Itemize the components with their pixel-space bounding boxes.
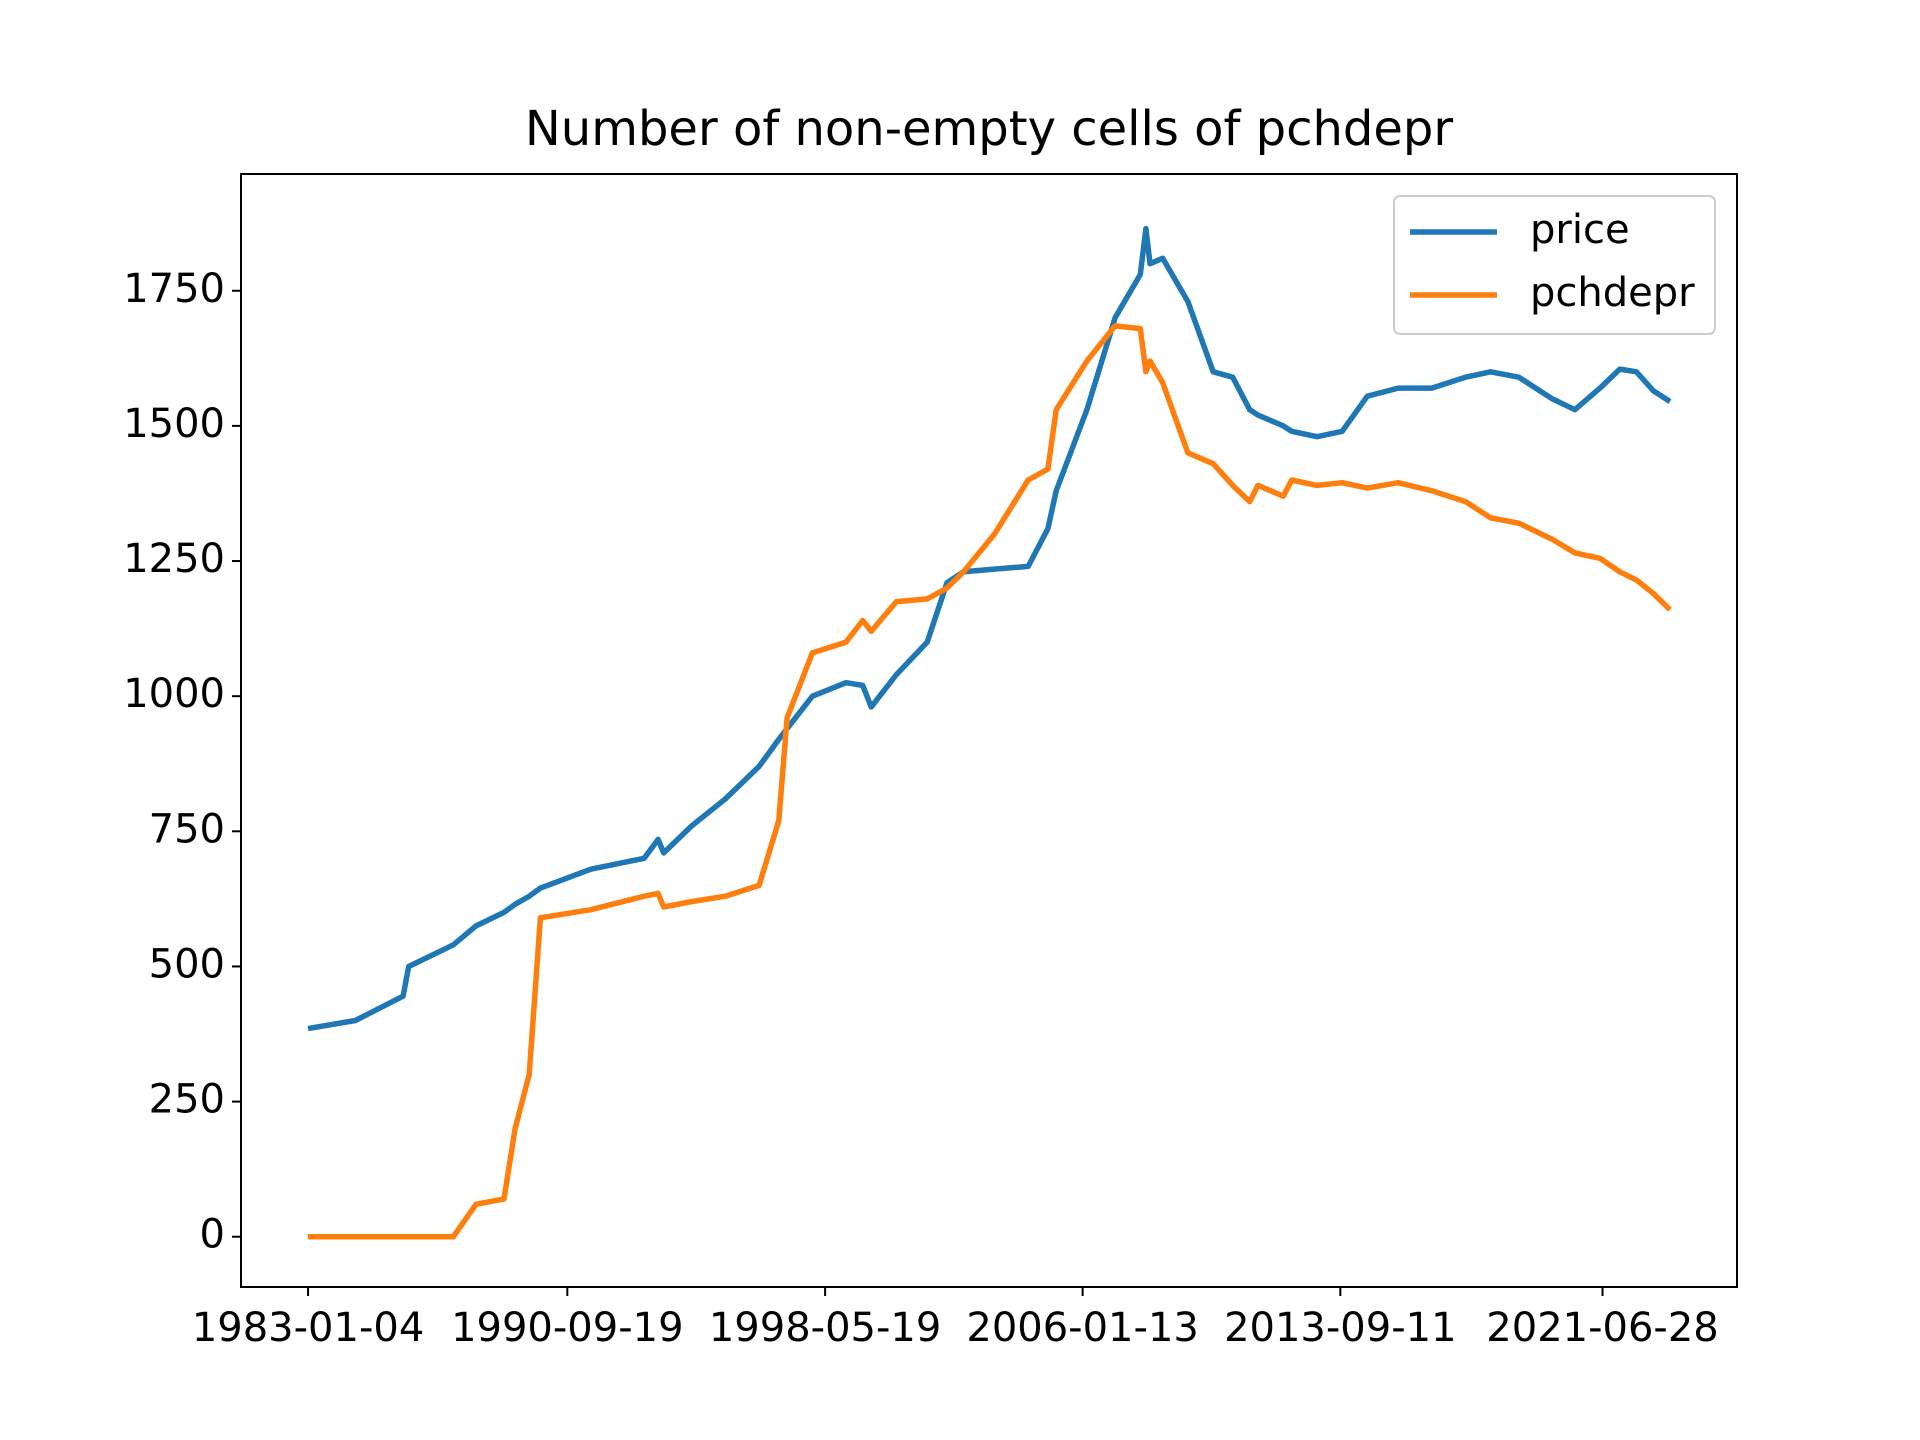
legend-label: price [1530,207,1630,253]
plot-frame [240,173,1738,1288]
y-tick-label: 1500 [123,401,225,447]
series-line [308,323,1672,1240]
x-tick-label: 2006-01-13 [966,1305,1198,1351]
x-tick-label: 1998-05-19 [709,1305,941,1351]
y-tick-label: 500 [149,941,225,987]
y-tick-label: 750 [149,806,225,852]
x-tick-label: 2013-09-11 [1224,1305,1456,1351]
legend-label: pchdepr [1530,270,1695,316]
legend: price pchdepr [1393,195,1716,335]
x-tick-label: 2021-06-28 [1486,1305,1718,1351]
y-tick-label: 0 [200,1212,225,1258]
x-tick-label: 1983-01-04 [192,1305,424,1351]
y-tick-label: 1000 [123,671,225,717]
y-tick-label: 1750 [123,266,225,312]
y-tick-label: 250 [149,1077,225,1123]
x-tick-label: 1990-09-19 [451,1305,683,1351]
y-tick-label: 1250 [123,536,225,582]
series-line [307,225,1672,1032]
chart-title: Number of non-empty cells of pchdepr [525,101,1454,157]
